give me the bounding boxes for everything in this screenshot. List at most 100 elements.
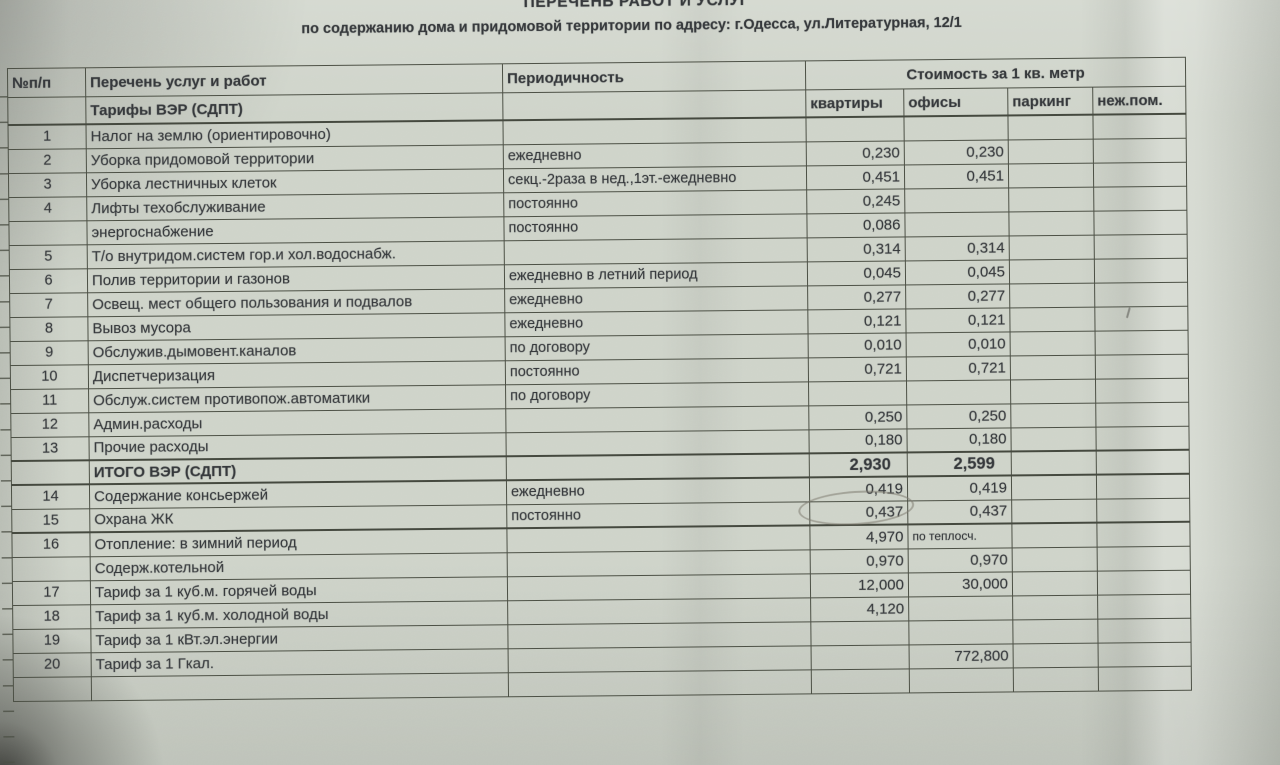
cell-period: ежедневно в летний период xyxy=(504,261,808,289)
cell-kv: 0,180 xyxy=(808,428,908,454)
cell-num: 4 xyxy=(8,196,87,222)
cell-park xyxy=(1007,114,1094,140)
cell-period: секц.-2раза в нед.,1эт.-ежедневно xyxy=(503,165,807,193)
cell-of: 2,599 xyxy=(907,451,1012,477)
col-header-periodicity: Периодичность xyxy=(502,60,806,93)
col-header-parking: паркинг xyxy=(1007,87,1093,116)
cell-nezh xyxy=(1093,161,1187,187)
cell-park xyxy=(1010,426,1097,452)
cell-nezh xyxy=(1095,377,1189,403)
cell-num xyxy=(11,460,90,486)
cell-period: по договору xyxy=(505,333,809,361)
cell-of: 0,970 xyxy=(908,547,1013,573)
cell-period: по договору xyxy=(505,381,809,409)
cell-of: 0,010 xyxy=(906,331,1011,357)
col-header-offices: офисы xyxy=(903,87,1008,117)
cell-period: ежедневно xyxy=(504,285,808,313)
cell-park xyxy=(1011,498,1097,524)
cell-of: 0,121 xyxy=(905,307,1011,333)
table-body: 1 Налог на землю (ориентировочно) 2 Уборка … xyxy=(7,113,1192,702)
cell-of: 772,800 xyxy=(909,643,1014,669)
cell-kv: 0,121 xyxy=(807,308,907,334)
cell-num: 11 xyxy=(10,388,89,414)
cell-nezh xyxy=(1095,329,1189,355)
cell-num: 15 xyxy=(11,508,90,534)
tariff-table: №п/п Перечень услуг и работ Периодичност… xyxy=(7,57,1192,702)
cell-period xyxy=(507,549,811,577)
cell-of: 0,180 xyxy=(906,427,1012,453)
cell-num: 13 xyxy=(10,436,90,462)
cell-period xyxy=(507,573,811,601)
cell-of: 30,000 xyxy=(908,571,1013,597)
cell-kv xyxy=(810,620,910,646)
cell-of xyxy=(908,595,1013,621)
cell-kv: 0,314 xyxy=(807,236,906,262)
cell-nezh xyxy=(1097,545,1191,571)
cell-nezh xyxy=(1095,353,1189,379)
cell-period: постоянно xyxy=(503,189,807,217)
cell-of xyxy=(904,187,1009,213)
cell-num xyxy=(13,676,92,702)
cell-period xyxy=(502,117,807,145)
cell-nezh xyxy=(1094,305,1189,331)
cell-period xyxy=(507,597,811,625)
cell-park xyxy=(1010,330,1096,356)
cell-num: 8 xyxy=(9,316,89,342)
cell-period: ежедневно xyxy=(503,141,807,169)
cell-of xyxy=(906,379,1011,405)
cell-park xyxy=(1009,306,1096,332)
cell-num: 9 xyxy=(10,340,89,366)
cell-nezh xyxy=(1096,449,1190,475)
cell-num: 5 xyxy=(9,244,88,270)
cell-nezh xyxy=(1094,257,1188,283)
cell-of: 0,045 xyxy=(905,259,1010,285)
cell-period: постоянно xyxy=(505,357,809,385)
cell-period xyxy=(508,645,812,673)
cell-period xyxy=(507,621,812,649)
cell-num: 12 xyxy=(10,412,89,438)
cell-park xyxy=(1009,234,1095,260)
cell-park xyxy=(1008,186,1094,212)
cell-num: 16 xyxy=(11,532,91,558)
cell-nezh xyxy=(1098,665,1192,691)
cell-of: 0,230 xyxy=(904,139,1009,165)
cell-of xyxy=(909,667,1014,693)
cell-park xyxy=(1010,354,1096,380)
cell-of: 0,451 xyxy=(904,163,1009,189)
section-label-tarify-ver: Тарифы ВЭР (СДПТ) xyxy=(85,92,503,125)
cell-num: 7 xyxy=(9,292,88,318)
cell-park xyxy=(1011,522,1098,548)
cell-park xyxy=(1009,282,1095,308)
cell-of: 0,250 xyxy=(906,403,1011,429)
cell-park xyxy=(1012,546,1098,572)
cell-kv: 0,277 xyxy=(807,284,906,310)
cell-nezh xyxy=(1097,617,1192,643)
cell-num: 2 xyxy=(8,148,87,174)
cell-name xyxy=(91,672,509,701)
cell-period xyxy=(504,237,808,265)
cell-nezh xyxy=(1092,113,1187,139)
cell-kv: 12,000 xyxy=(810,572,909,598)
cell-park xyxy=(1009,258,1095,284)
empty-header-cell xyxy=(7,96,86,126)
cell-num: 17 xyxy=(12,580,91,606)
cell-nezh xyxy=(1096,473,1190,499)
col-header-services: Перечень услуг и работ xyxy=(85,63,503,97)
cell-kv xyxy=(811,644,910,670)
cell-nezh xyxy=(1094,233,1188,259)
cell-period xyxy=(505,405,809,433)
cell-nezh xyxy=(1097,569,1191,595)
cell-of: 0,419 xyxy=(907,475,1012,501)
cell-nezh xyxy=(1095,401,1189,427)
cell-nezh xyxy=(1094,281,1188,307)
cell-kv xyxy=(805,116,905,142)
cell-park xyxy=(1013,666,1099,692)
cell-park xyxy=(1013,642,1099,668)
document-subtitle: по содержанию дома и придомовой территор… xyxy=(301,14,962,38)
cell-park xyxy=(1012,618,1099,644)
cell-nezh xyxy=(1097,593,1191,619)
cell-num: 3 xyxy=(8,172,87,198)
col-header-apartments: квартиры xyxy=(805,88,904,118)
cell-park xyxy=(1010,378,1096,404)
